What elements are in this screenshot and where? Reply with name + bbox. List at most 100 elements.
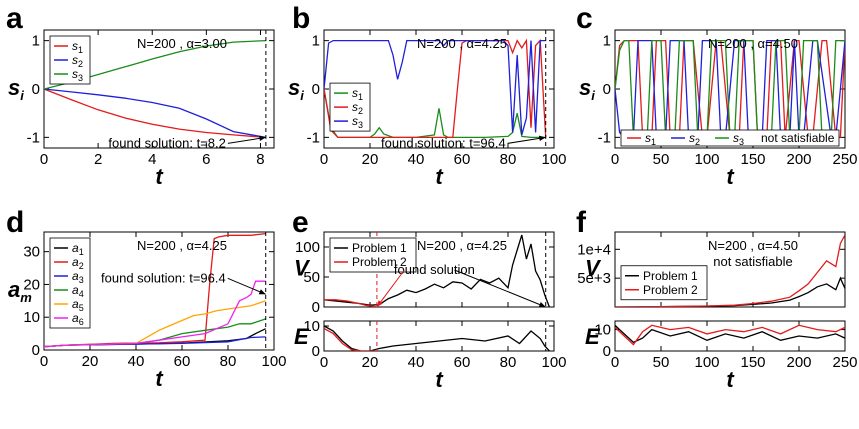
series-line-problem-2 <box>324 299 378 307</box>
chart-subtitle: not satisfiable <box>713 254 793 269</box>
panel-b: b0 20 40 60 80 100-101 N=200 , α=4.25sits1s2s3… <box>288 2 567 189</box>
y-axis-label: si <box>579 75 595 103</box>
y-tick-label: 0 <box>603 343 611 360</box>
legend-entry: s1 <box>352 86 363 102</box>
panel-letter: b <box>292 2 310 35</box>
panel-letter: e <box>292 206 309 239</box>
x-tick-label: 6 <box>202 151 210 168</box>
legend-box <box>49 237 91 329</box>
annotation-text: found solution <box>394 262 475 277</box>
annotation-text: found solution: t=8.2 <box>108 135 225 150</box>
x-tick-label: 0 <box>320 354 328 371</box>
y-tick-label: 0 <box>32 81 40 98</box>
legend-entry: a1 <box>72 241 84 257</box>
plot-area-frame <box>323 231 555 308</box>
x-axis-label: t <box>435 367 444 392</box>
chart-title: N=200 , α=4.50 <box>708 36 798 51</box>
series-line-s3 <box>615 39 845 139</box>
series-line-a6 <box>44 280 266 348</box>
x-tick-label: 20 <box>82 353 99 370</box>
legend-entry: s2 <box>352 100 363 116</box>
x-tick-label: 0 <box>40 353 48 370</box>
legend-entry: Problem 1 <box>352 241 407 255</box>
x-tick-label: 4 <box>148 151 156 168</box>
y-tick-label: 10 <box>594 322 611 339</box>
x-tick-label: 200 <box>786 151 811 168</box>
y-tick-label: 50 <box>303 269 320 286</box>
x-tick-label: 20 <box>362 354 379 371</box>
y-axis-label: si <box>8 75 24 103</box>
series-line-a5 <box>44 300 266 348</box>
legend-entry: s3 <box>72 67 83 83</box>
y-tick-label: 10 <box>303 318 320 335</box>
arrow-head <box>259 135 266 142</box>
x-axis-label: t <box>155 366 164 391</box>
legend-entry: a4 <box>72 283 84 299</box>
legend-entry: s1 <box>645 131 656 147</box>
x-tick-label: 250 <box>832 354 857 371</box>
x-tick-label: 150 <box>740 354 765 371</box>
x-tick-label: 0 <box>40 151 48 168</box>
y-tick-label: 20 <box>23 276 40 293</box>
x-tick-label: 0 <box>611 354 619 371</box>
arrow-head <box>538 302 546 308</box>
series-line-e-problem-2 <box>615 324 845 346</box>
lower-plot-area-frame <box>323 320 555 352</box>
arrow-head <box>376 300 383 307</box>
panel-letter: d <box>6 206 24 239</box>
x-tick-label: 60 <box>174 353 191 370</box>
y-tick-label: 10 <box>23 309 40 326</box>
panel-letter: f <box>576 206 587 239</box>
x-tick-label: 0 <box>320 151 328 168</box>
x-tick-label: 40 <box>408 151 425 168</box>
y-axis-label: am <box>8 277 32 305</box>
legend-box <box>329 237 417 273</box>
y-tick-label: 100 <box>295 239 320 256</box>
x-tick-label: 250 <box>832 151 857 168</box>
series-line-problem-1 <box>324 234 551 307</box>
x-axis-label: t <box>155 164 164 189</box>
legend-entry: s2 <box>72 53 83 69</box>
y-tick-label: -1 <box>307 129 320 146</box>
annotation-arrow <box>454 269 546 308</box>
series-line-s3 <box>324 39 546 136</box>
x-tick-label: 80 <box>500 354 517 371</box>
x-tick-label: 8 <box>256 151 264 168</box>
lower-plot-area-frame <box>614 320 846 352</box>
y-tick-label: 1e+4 <box>577 241 611 258</box>
series-line-e-problem-1 <box>324 325 550 351</box>
x-tick-label: 100 <box>261 353 286 370</box>
annotation-arrow-red <box>376 269 405 308</box>
x-tick-label: 2 <box>94 151 102 168</box>
annotation-arrow <box>227 277 266 295</box>
x-tick-label: 80 <box>500 151 517 168</box>
legend-entry: a2 <box>72 255 84 271</box>
chart-title: N=200 , α=4.25 <box>417 238 507 253</box>
y-tick-label: 0 <box>312 343 320 360</box>
legend-entry: s3 <box>733 131 744 147</box>
legend-entry: s2 <box>689 131 700 147</box>
x-tick-label: 200 <box>786 354 811 371</box>
legend-entry: a6 <box>72 311 84 327</box>
x-tick-label: 80 <box>220 353 237 370</box>
x-tick-label: 100 <box>694 151 719 168</box>
plot-area-frame <box>614 231 846 308</box>
y-tick-label: 0 <box>312 299 320 316</box>
legend-extra: not satisfiable <box>761 131 835 145</box>
x-axis-label: t <box>435 164 444 189</box>
series-line-s1 <box>44 88 266 139</box>
y-tick-label: 1 <box>312 33 320 50</box>
arrow-head <box>538 135 546 142</box>
y-tick-label: -1 <box>27 129 40 146</box>
chart-title: N=200 , α=4.25 <box>417 36 507 51</box>
chart-title: N=200 , α=4.50 <box>708 238 798 253</box>
legend-entry: s1 <box>72 39 83 55</box>
